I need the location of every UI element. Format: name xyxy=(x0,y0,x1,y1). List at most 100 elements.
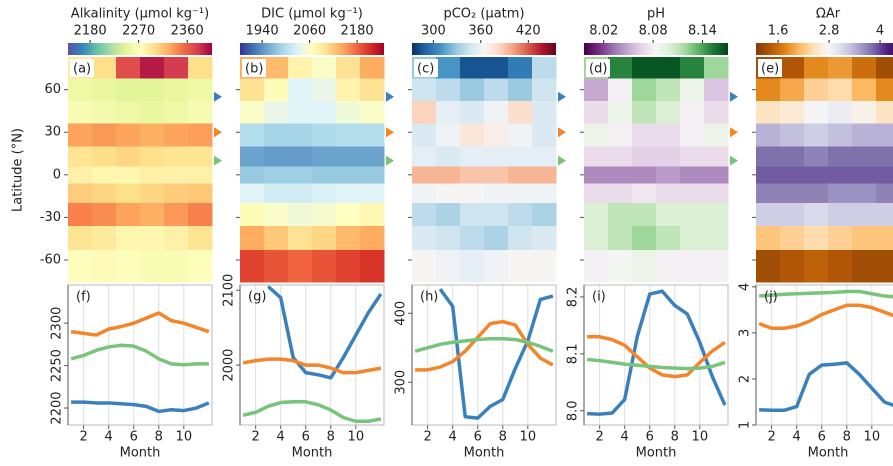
heatmap-cell xyxy=(360,225,385,251)
colorbar xyxy=(412,43,556,55)
heatmap-cell xyxy=(876,101,893,125)
heatmap-cell xyxy=(460,225,485,251)
heatmap-cell xyxy=(140,250,165,283)
heatmap-cell xyxy=(92,225,117,251)
heatmap-cell xyxy=(680,166,705,184)
latitude-marker xyxy=(386,127,394,138)
heatmap-cell xyxy=(288,57,313,79)
heatmap-cell xyxy=(608,183,633,204)
heatmap-cell xyxy=(508,203,533,227)
y-tick-label: -60 xyxy=(40,252,61,267)
heatmap-cell xyxy=(164,203,189,227)
heatmap-cell xyxy=(240,166,265,184)
heatmap-cell xyxy=(312,166,337,184)
x-tick-label: 6 xyxy=(130,430,138,445)
heatmap-cell xyxy=(460,78,485,102)
panel-label: (f) xyxy=(76,290,91,305)
y-tick-label: 30 xyxy=(44,125,61,140)
heatmap-cell xyxy=(312,203,337,227)
heatmap-cell xyxy=(240,78,265,102)
colorbar-title: pH xyxy=(647,7,665,22)
heatmap-cell xyxy=(704,225,729,251)
heatmap-cell xyxy=(508,78,533,102)
heatmap-cell xyxy=(164,101,189,125)
heatmap-cell xyxy=(608,225,633,251)
y-tick-label: 3 xyxy=(738,329,753,337)
y-tick-label: 8.1 xyxy=(566,344,581,365)
heatmap-cell xyxy=(780,203,805,227)
series-line xyxy=(586,357,726,371)
heatmap-cell xyxy=(336,101,361,125)
heatmap-cell xyxy=(584,250,609,283)
colorbar-tick-label: 2.8 xyxy=(819,24,840,39)
heatmap-cell xyxy=(460,57,485,79)
heatmap-cell xyxy=(632,78,657,102)
heatmap-cell xyxy=(312,250,337,283)
series-line xyxy=(70,343,209,367)
heatmap-cell xyxy=(116,101,141,125)
heatmap-cell xyxy=(508,146,533,167)
panel-label: (i) xyxy=(592,290,606,305)
y-tick-label: 1 xyxy=(738,421,753,429)
heatmap-cell xyxy=(584,203,609,227)
heatmap-cell xyxy=(140,57,165,79)
heatmap-cell xyxy=(164,183,189,204)
series-line xyxy=(759,289,893,299)
heatmap-cell xyxy=(436,146,461,167)
heatmap-cell xyxy=(508,57,533,79)
heatmap-cell xyxy=(68,203,93,227)
heatmap-cell xyxy=(164,78,189,102)
heatmap-cell xyxy=(584,146,609,167)
x-tick-label: 4 xyxy=(621,430,629,445)
heatmap-cell xyxy=(876,183,893,204)
heatmap-cell xyxy=(188,57,213,79)
heatmap-cell xyxy=(532,203,557,227)
heatmap-cell xyxy=(632,225,657,251)
heatmap-cell xyxy=(532,183,557,204)
heatmap-cell xyxy=(656,250,681,283)
heatmap-cell xyxy=(264,183,289,204)
heatmap-cell xyxy=(360,183,385,204)
x-tick-label: 8 xyxy=(843,430,851,445)
heatmap-cell xyxy=(240,123,265,148)
panel-label-box xyxy=(586,59,610,77)
heatmap-cell xyxy=(264,166,289,184)
heatmap-cell xyxy=(436,183,461,204)
x-tick-label: 4 xyxy=(105,430,113,445)
heatmap-cell xyxy=(484,146,509,167)
x-tick-label: 4 xyxy=(277,430,285,445)
heatmap-cell xyxy=(360,57,385,79)
heatmap-cell xyxy=(264,57,289,79)
heatmap-cell xyxy=(876,203,893,227)
series-line xyxy=(414,337,554,353)
heatmap-cell xyxy=(360,146,385,167)
heatmap-cell xyxy=(508,225,533,251)
x-tick-label: 8 xyxy=(499,430,507,445)
heatmap-cell xyxy=(584,123,609,148)
heatmap-cell xyxy=(436,123,461,148)
x-axis-label: Month xyxy=(120,446,161,461)
heatmap-cell xyxy=(240,203,265,227)
heatmap-cell xyxy=(336,250,361,283)
x-tick-label: 10 xyxy=(520,430,537,445)
heatmap-cell xyxy=(436,225,461,251)
x-tick-label: 2 xyxy=(252,430,260,445)
heatmap-cell xyxy=(336,166,361,184)
heatmap-cell xyxy=(164,146,189,167)
heatmap-cell xyxy=(632,183,657,204)
heatmap-cell xyxy=(264,123,289,148)
colorbar xyxy=(240,43,384,55)
colorbar-title: ΩAr xyxy=(816,7,841,22)
heatmap-cell xyxy=(756,250,781,283)
heatmap-cell xyxy=(756,123,781,148)
heatmap-cell xyxy=(116,78,141,102)
heatmap-cell xyxy=(460,166,485,184)
heatmap-cell xyxy=(288,123,313,148)
heatmap-cell xyxy=(484,78,509,102)
y-tick-label: 4 xyxy=(738,283,753,291)
heatmap-cell xyxy=(436,78,461,102)
x-tick-label: 6 xyxy=(818,430,826,445)
y-tick-label: 8.0 xyxy=(566,400,581,421)
heatmap-cell xyxy=(140,166,165,184)
colorbar-title: Alkalinity (μmol kg⁻¹) xyxy=(71,7,209,22)
